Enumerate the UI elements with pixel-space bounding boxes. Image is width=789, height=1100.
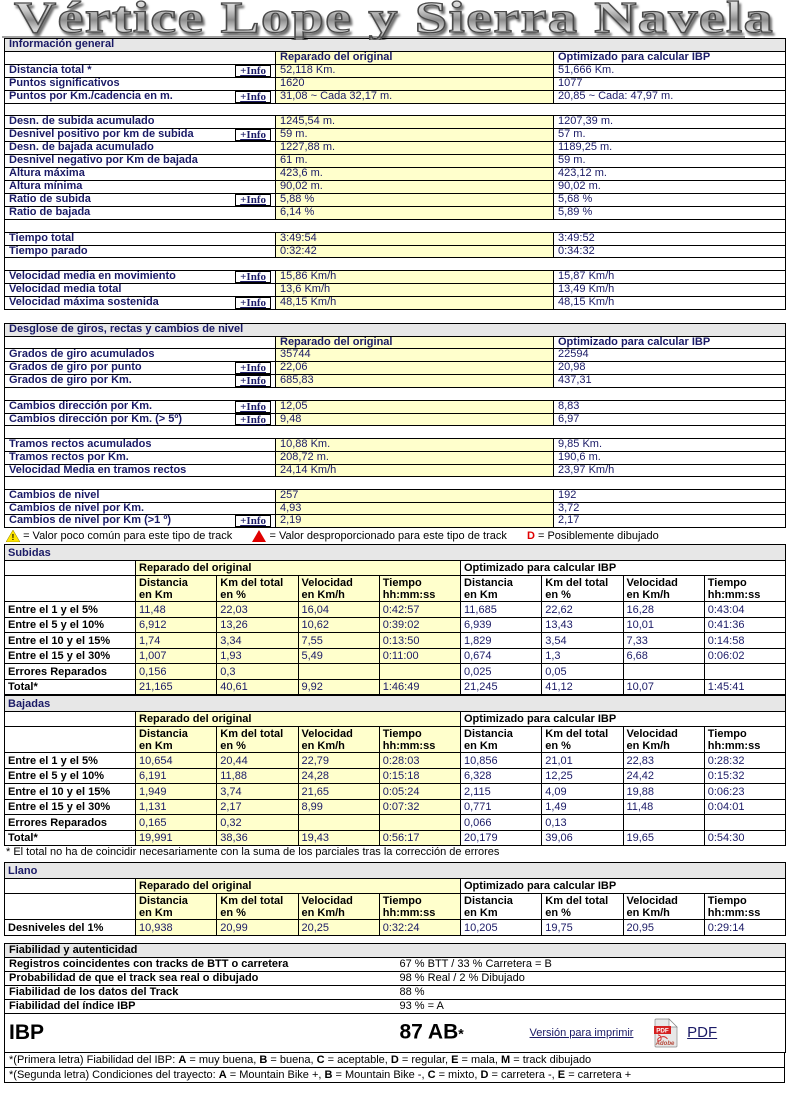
svg-text:Adobe: Adobe bbox=[655, 1041, 675, 1047]
svg-text:!: ! bbox=[12, 533, 15, 542]
svg-text:PDF: PDF bbox=[657, 1027, 670, 1034]
svg-text:Vértice Lope y Sierra Navela: Vértice Lope y Sierra Navela bbox=[14, 0, 774, 40]
